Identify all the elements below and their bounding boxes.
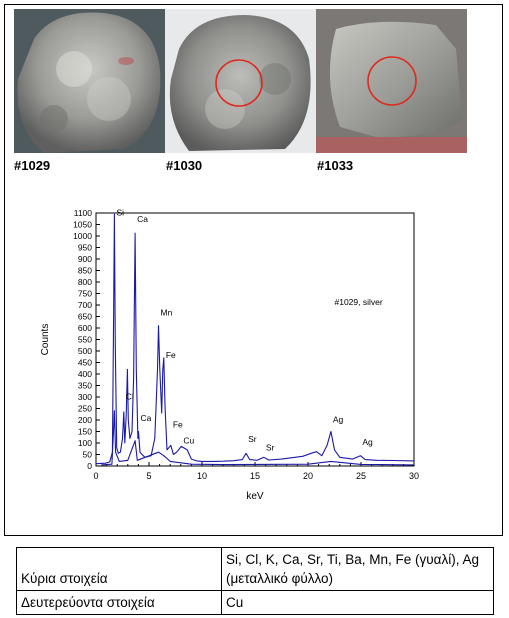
photo-label-1033: #1033 — [317, 158, 354, 173]
peak-label: Fe — [166, 350, 176, 360]
x-tick-label: 20 — [303, 471, 313, 481]
y-tick-label: 900 — [78, 254, 92, 264]
sample-photo-1030 — [165, 9, 316, 153]
peak-label: Mn — [161, 307, 173, 317]
y-tick-label: 0 — [87, 461, 92, 471]
y-tick-label: 800 — [78, 277, 92, 287]
y-tick-label: 250 — [78, 404, 92, 414]
eds-spectrum-chart: 0 5 10 15 20 25 300501001502002503003504004505… — [40, 207, 419, 502]
y-tick-label: 600 — [78, 323, 92, 333]
x-axis-label: keV — [246, 491, 264, 502]
y-tick-label: 500 — [78, 346, 92, 356]
sample-photo-1033 — [316, 9, 467, 153]
peak-label: Ca — [141, 413, 152, 423]
peak-label: Ag — [362, 437, 373, 447]
table-row: Κύρια στοιχεία Si, Cl, K, Ca, Sr, Ti, Ba… — [16, 547, 494, 591]
x-tick-label: 0 — [93, 471, 98, 481]
y-tick-label: 150 — [78, 427, 92, 437]
spectrum-series-line — [95, 213, 415, 465]
x-tick-label: 5 — [146, 471, 151, 481]
peak-label: Cl — [126, 391, 134, 401]
chart-axes: 0 5 10 15 20 25 300501001502002503003504004505… — [73, 208, 419, 481]
peak-label: Sr — [266, 442, 275, 452]
y-tick-label: 750 — [78, 289, 92, 299]
y-tick-label: 200 — [78, 415, 92, 425]
y-tick-label: 650 — [78, 312, 92, 322]
x-tick-label: 30 — [409, 471, 419, 481]
x-tick-label: 10 — [197, 471, 207, 481]
table-cell-label: Δευτερεύοντα στοιχεία — [16, 590, 222, 615]
table-cell-value: Si, Cl, K, Ca, Sr, Ti, Ba, Mn, Fe (γυαλί… — [221, 547, 494, 591]
y-tick-label: 50 — [83, 450, 93, 460]
chart-series-layer — [95, 213, 415, 466]
y-tick-label: 1050 — [73, 220, 92, 230]
peak-label: Cu — [183, 435, 194, 445]
plot-frame — [95, 212, 415, 467]
sample-photo-1029 — [14, 9, 165, 153]
table-cell-value: Cu — [221, 590, 494, 615]
table-cell-label: Κύρια στοιχεία — [16, 547, 222, 591]
y-tick-label: 550 — [78, 335, 92, 345]
x-tick-label: 25 — [356, 471, 366, 481]
peak-label: Sr — [248, 434, 257, 444]
figure-frame — [4, 4, 503, 536]
peak-label: Ag — [333, 414, 344, 424]
y-tick-label: 1100 — [74, 208, 93, 218]
elements-table: Κύρια στοιχεία Si, Cl, K, Ca, Sr, Ti, Ba… — [16, 547, 494, 615]
y-tick-label: 400 — [78, 369, 92, 379]
table-row: Δευτερεύοντα στοιχεία Cu — [16, 590, 494, 615]
peak-label: Si — [116, 207, 124, 217]
peak-label: Fe — [173, 419, 183, 429]
photo-label-1030: #1030 — [166, 158, 203, 173]
photo-label-1029: #1029 — [14, 158, 51, 173]
y-tick-label: 1000 — [73, 231, 92, 241]
y-tick-label: 100 — [78, 438, 92, 448]
x-tick-label: 15 — [250, 471, 260, 481]
y-tick-label: 950 — [78, 243, 92, 253]
y-tick-label: 700 — [78, 300, 92, 310]
y-tick-label: 350 — [78, 381, 92, 391]
peak-label: Ca — [137, 214, 148, 224]
analysis-spot-marker — [215, 59, 263, 107]
y-tick-label: 300 — [78, 392, 92, 402]
y-tick-label: 850 — [78, 266, 92, 276]
chart-annotation: #1029, silver — [335, 297, 383, 307]
y-axis-label: Counts — [40, 324, 51, 356]
analysis-spot-marker — [367, 56, 417, 106]
spectrum-series-line — [101, 410, 415, 466]
y-tick-label: 450 — [78, 358, 92, 368]
